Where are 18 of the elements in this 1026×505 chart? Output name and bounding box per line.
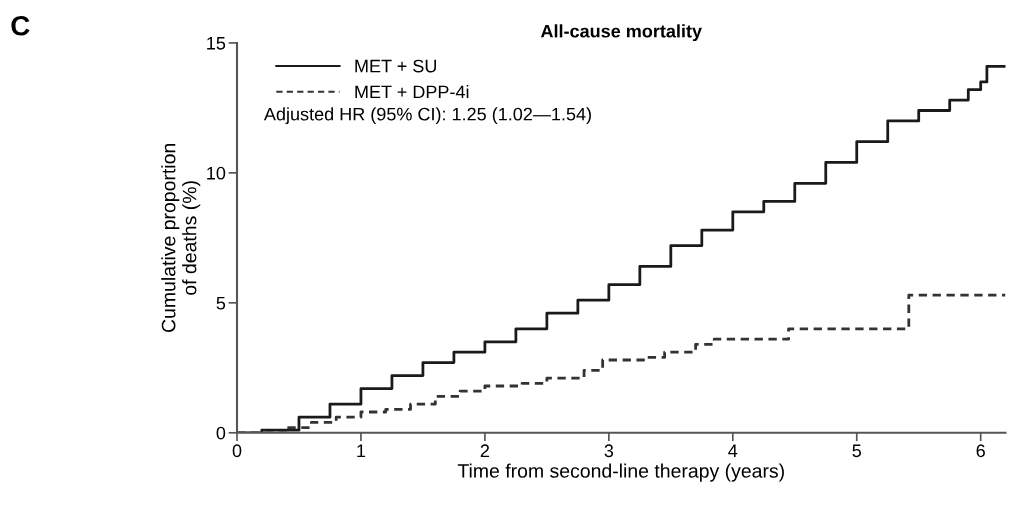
annotation: Adjusted HR (95% CI): 1.25 (1.02—1.54)	[263, 107, 591, 125]
chart-title: All-cause mortality	[540, 24, 702, 42]
y-axis-title: Cumulative proportion of deaths (%)	[161, 144, 201, 332]
y-tick-label: 10	[207, 166, 226, 180]
x-tick-label: 6	[976, 444, 985, 458]
legend-label: MET + DPP-4i	[355, 85, 469, 99]
x-tick-label: 5	[852, 444, 862, 458]
x-axis-title: Time from second-line therapy (years)	[457, 463, 784, 482]
x-tick-label: 4	[728, 444, 738, 457]
y-tick-label: 5	[216, 296, 226, 310]
legend-label: MET + SU	[355, 59, 437, 73]
y-tick-label: 15	[207, 37, 226, 50]
y-tick-label: 0	[216, 426, 226, 440]
x-tick-label: 1	[357, 444, 366, 457]
x-tick-label: 3	[604, 444, 614, 458]
text: C	[11, 15, 30, 36]
x-tick-label: 2	[480, 444, 490, 457]
x-tick-label: 0	[232, 444, 242, 458]
